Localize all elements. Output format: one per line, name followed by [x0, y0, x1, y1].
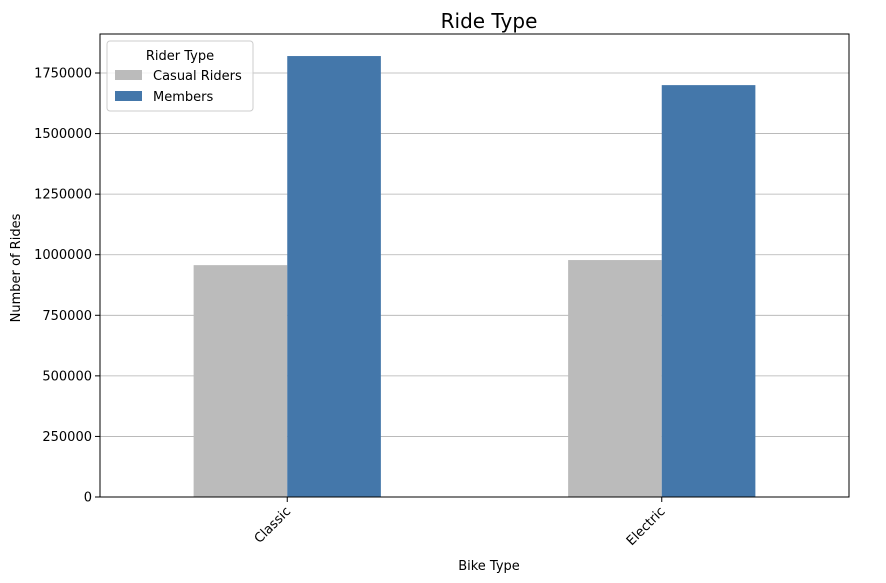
plot-frame	[99, 33, 850, 498]
legend-swatch	[115, 70, 142, 80]
y-tick-label: 250000	[42, 430, 92, 445]
y-tick-label: 0	[84, 491, 92, 506]
y-axis-ticks: 0 250000 500000 750000 1000000 1250000 1500000…	[34, 67, 100, 506]
bar	[193, 265, 288, 497]
x-tick-label: Electric	[624, 504, 669, 549]
y-tick-label: 1000000	[34, 248, 92, 263]
x-tick-label: Classic	[252, 504, 294, 546]
y-tick-label: 1250000	[34, 188, 92, 203]
legend-swatch	[115, 91, 142, 101]
legend-entry: Casual Riders	[153, 69, 242, 84]
y-tick-label: 1750000	[34, 67, 92, 82]
bars-group	[193, 56, 756, 498]
x-axis-label: Bike Type	[458, 559, 520, 574]
y-tick-label: 750000	[42, 309, 92, 324]
y-tick-label: 500000	[42, 369, 92, 384]
legend-title: Rider Type	[146, 49, 214, 64]
x-axis-ticks: Classic Electric	[252, 497, 669, 549]
y-tick-label: 1500000	[34, 127, 92, 142]
legend-box	[106, 40, 254, 112]
chart-title: Ride Type	[441, 9, 538, 33]
legend-entry: Members	[153, 90, 213, 105]
bar	[568, 260, 662, 497]
y-axis-label: Number of Rides	[9, 213, 24, 322]
bar	[661, 85, 756, 497]
legend: Rider Type Casual Riders Members	[106, 40, 254, 112]
bar	[287, 56, 381, 498]
